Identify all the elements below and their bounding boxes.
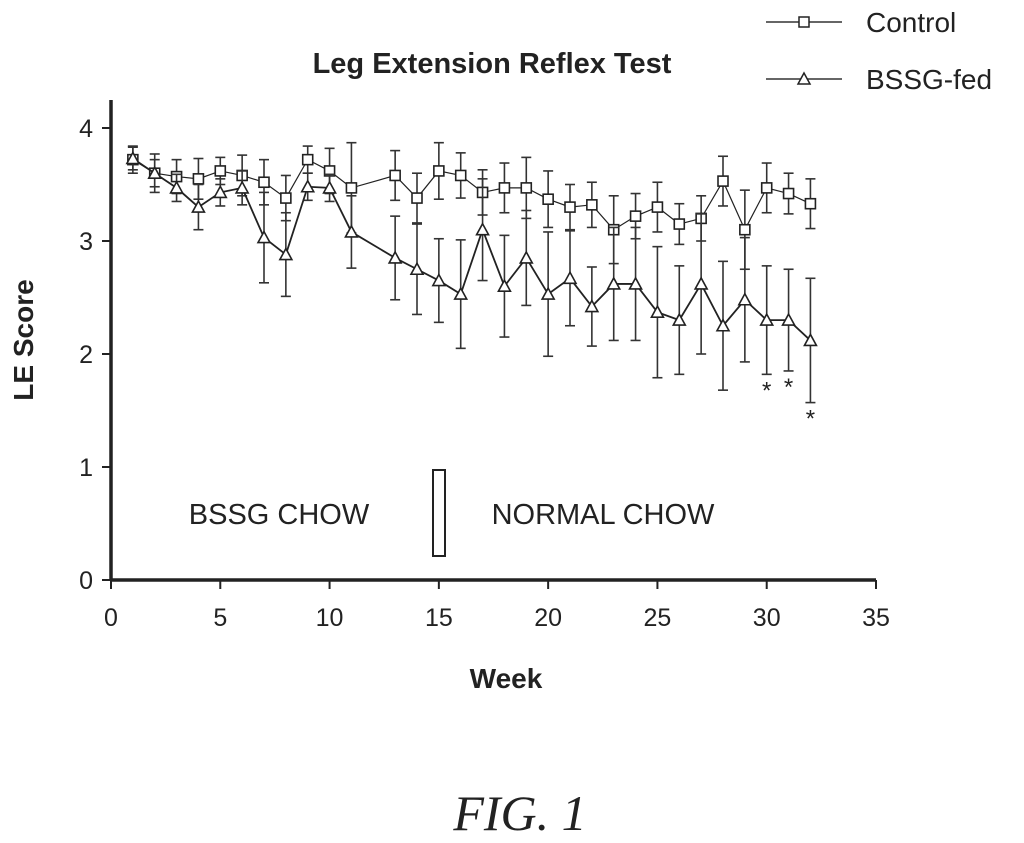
data-point-triangle bbox=[520, 252, 532, 263]
y-tick-label: 1 bbox=[79, 454, 93, 482]
data-point-triangle bbox=[739, 294, 751, 305]
data-point-triangle bbox=[258, 232, 270, 243]
data-point-triangle bbox=[171, 182, 183, 193]
data-point-triangle bbox=[433, 275, 445, 286]
significance-star: * bbox=[806, 406, 815, 433]
data-point-triangle bbox=[236, 182, 248, 193]
data-point-triangle bbox=[673, 314, 685, 325]
data-point-square bbox=[281, 193, 291, 203]
legend-bssg-label: BSSG-fed bbox=[866, 64, 992, 95]
data-point-triangle bbox=[564, 272, 576, 283]
data-point-square bbox=[740, 225, 750, 235]
data-point-square bbox=[805, 199, 815, 209]
data-point-triangle bbox=[477, 224, 489, 235]
figure-caption: FIG. 1 bbox=[452, 785, 586, 841]
legend-control-label: Control bbox=[866, 7, 956, 38]
data-point-square bbox=[762, 183, 772, 193]
data-point-triangle bbox=[411, 263, 423, 274]
data-point-square bbox=[259, 177, 269, 187]
data-point-square bbox=[499, 183, 509, 193]
x-tick-label: 20 bbox=[534, 604, 562, 632]
x-tick-label: 5 bbox=[213, 604, 227, 632]
data-point-square bbox=[521, 183, 531, 193]
x-axis-label: Week bbox=[470, 663, 543, 694]
x-tick-label: 15 bbox=[425, 604, 453, 632]
data-point-square bbox=[390, 170, 400, 180]
data-point-square bbox=[652, 202, 662, 212]
data-point-triangle bbox=[389, 252, 401, 263]
data-point-square bbox=[543, 194, 553, 204]
data-point-square bbox=[587, 200, 597, 210]
data-point-square bbox=[565, 202, 575, 212]
x-axis-ticks: 0 5 10 15 20 25 30 35 bbox=[104, 580, 890, 632]
data-point-square bbox=[718, 176, 728, 186]
x-tick-label: 25 bbox=[644, 604, 672, 632]
x-tick-label: 0 bbox=[104, 604, 118, 632]
legend-control-square-icon bbox=[799, 17, 809, 27]
data-point-triangle bbox=[455, 288, 467, 299]
series-control bbox=[128, 143, 816, 270]
series-layer bbox=[127, 143, 817, 403]
y-axis-ticks: 0 1 2 3 4 bbox=[79, 115, 111, 595]
y-tick-label: 3 bbox=[79, 228, 93, 256]
y-tick-label: 0 bbox=[79, 567, 93, 595]
y-axis-label: LE Score bbox=[8, 279, 39, 400]
x-tick-label: 35 bbox=[862, 604, 890, 632]
data-point-square bbox=[412, 193, 422, 203]
series-line bbox=[133, 159, 811, 341]
legend: Control BSSG-fed bbox=[766, 7, 992, 95]
data-point-square bbox=[784, 189, 794, 199]
leg-extension-chart: Leg Extension Reflex Test 05101520253035… bbox=[0, 0, 1024, 843]
data-point-square bbox=[303, 155, 313, 165]
significance-star: * bbox=[762, 377, 771, 404]
x-tick-label: 10 bbox=[316, 604, 344, 632]
x-tick-label: 30 bbox=[753, 604, 781, 632]
significance-star: * bbox=[784, 374, 793, 401]
series-bssg-fed bbox=[127, 147, 817, 402]
y-tick-label: 4 bbox=[79, 115, 93, 143]
diet-switch-marker bbox=[433, 470, 445, 556]
region-label-normal-chow: NORMAL CHOW bbox=[492, 499, 715, 531]
data-point-square bbox=[346, 183, 356, 193]
series-line bbox=[133, 160, 811, 230]
data-point-square bbox=[631, 211, 641, 221]
data-point-square bbox=[456, 170, 466, 180]
data-point-triangle bbox=[695, 278, 707, 289]
region-label-bssg-chow: BSSG CHOW bbox=[189, 499, 370, 531]
data-point-square bbox=[434, 166, 444, 176]
data-point-square bbox=[215, 166, 225, 176]
chart-title: Leg Extension Reflex Test bbox=[313, 48, 672, 80]
y-tick-label: 2 bbox=[79, 341, 93, 369]
data-point-triangle bbox=[542, 288, 554, 299]
data-point-square bbox=[674, 219, 684, 229]
data-point-square bbox=[193, 174, 203, 184]
data-point-triangle bbox=[345, 226, 357, 237]
